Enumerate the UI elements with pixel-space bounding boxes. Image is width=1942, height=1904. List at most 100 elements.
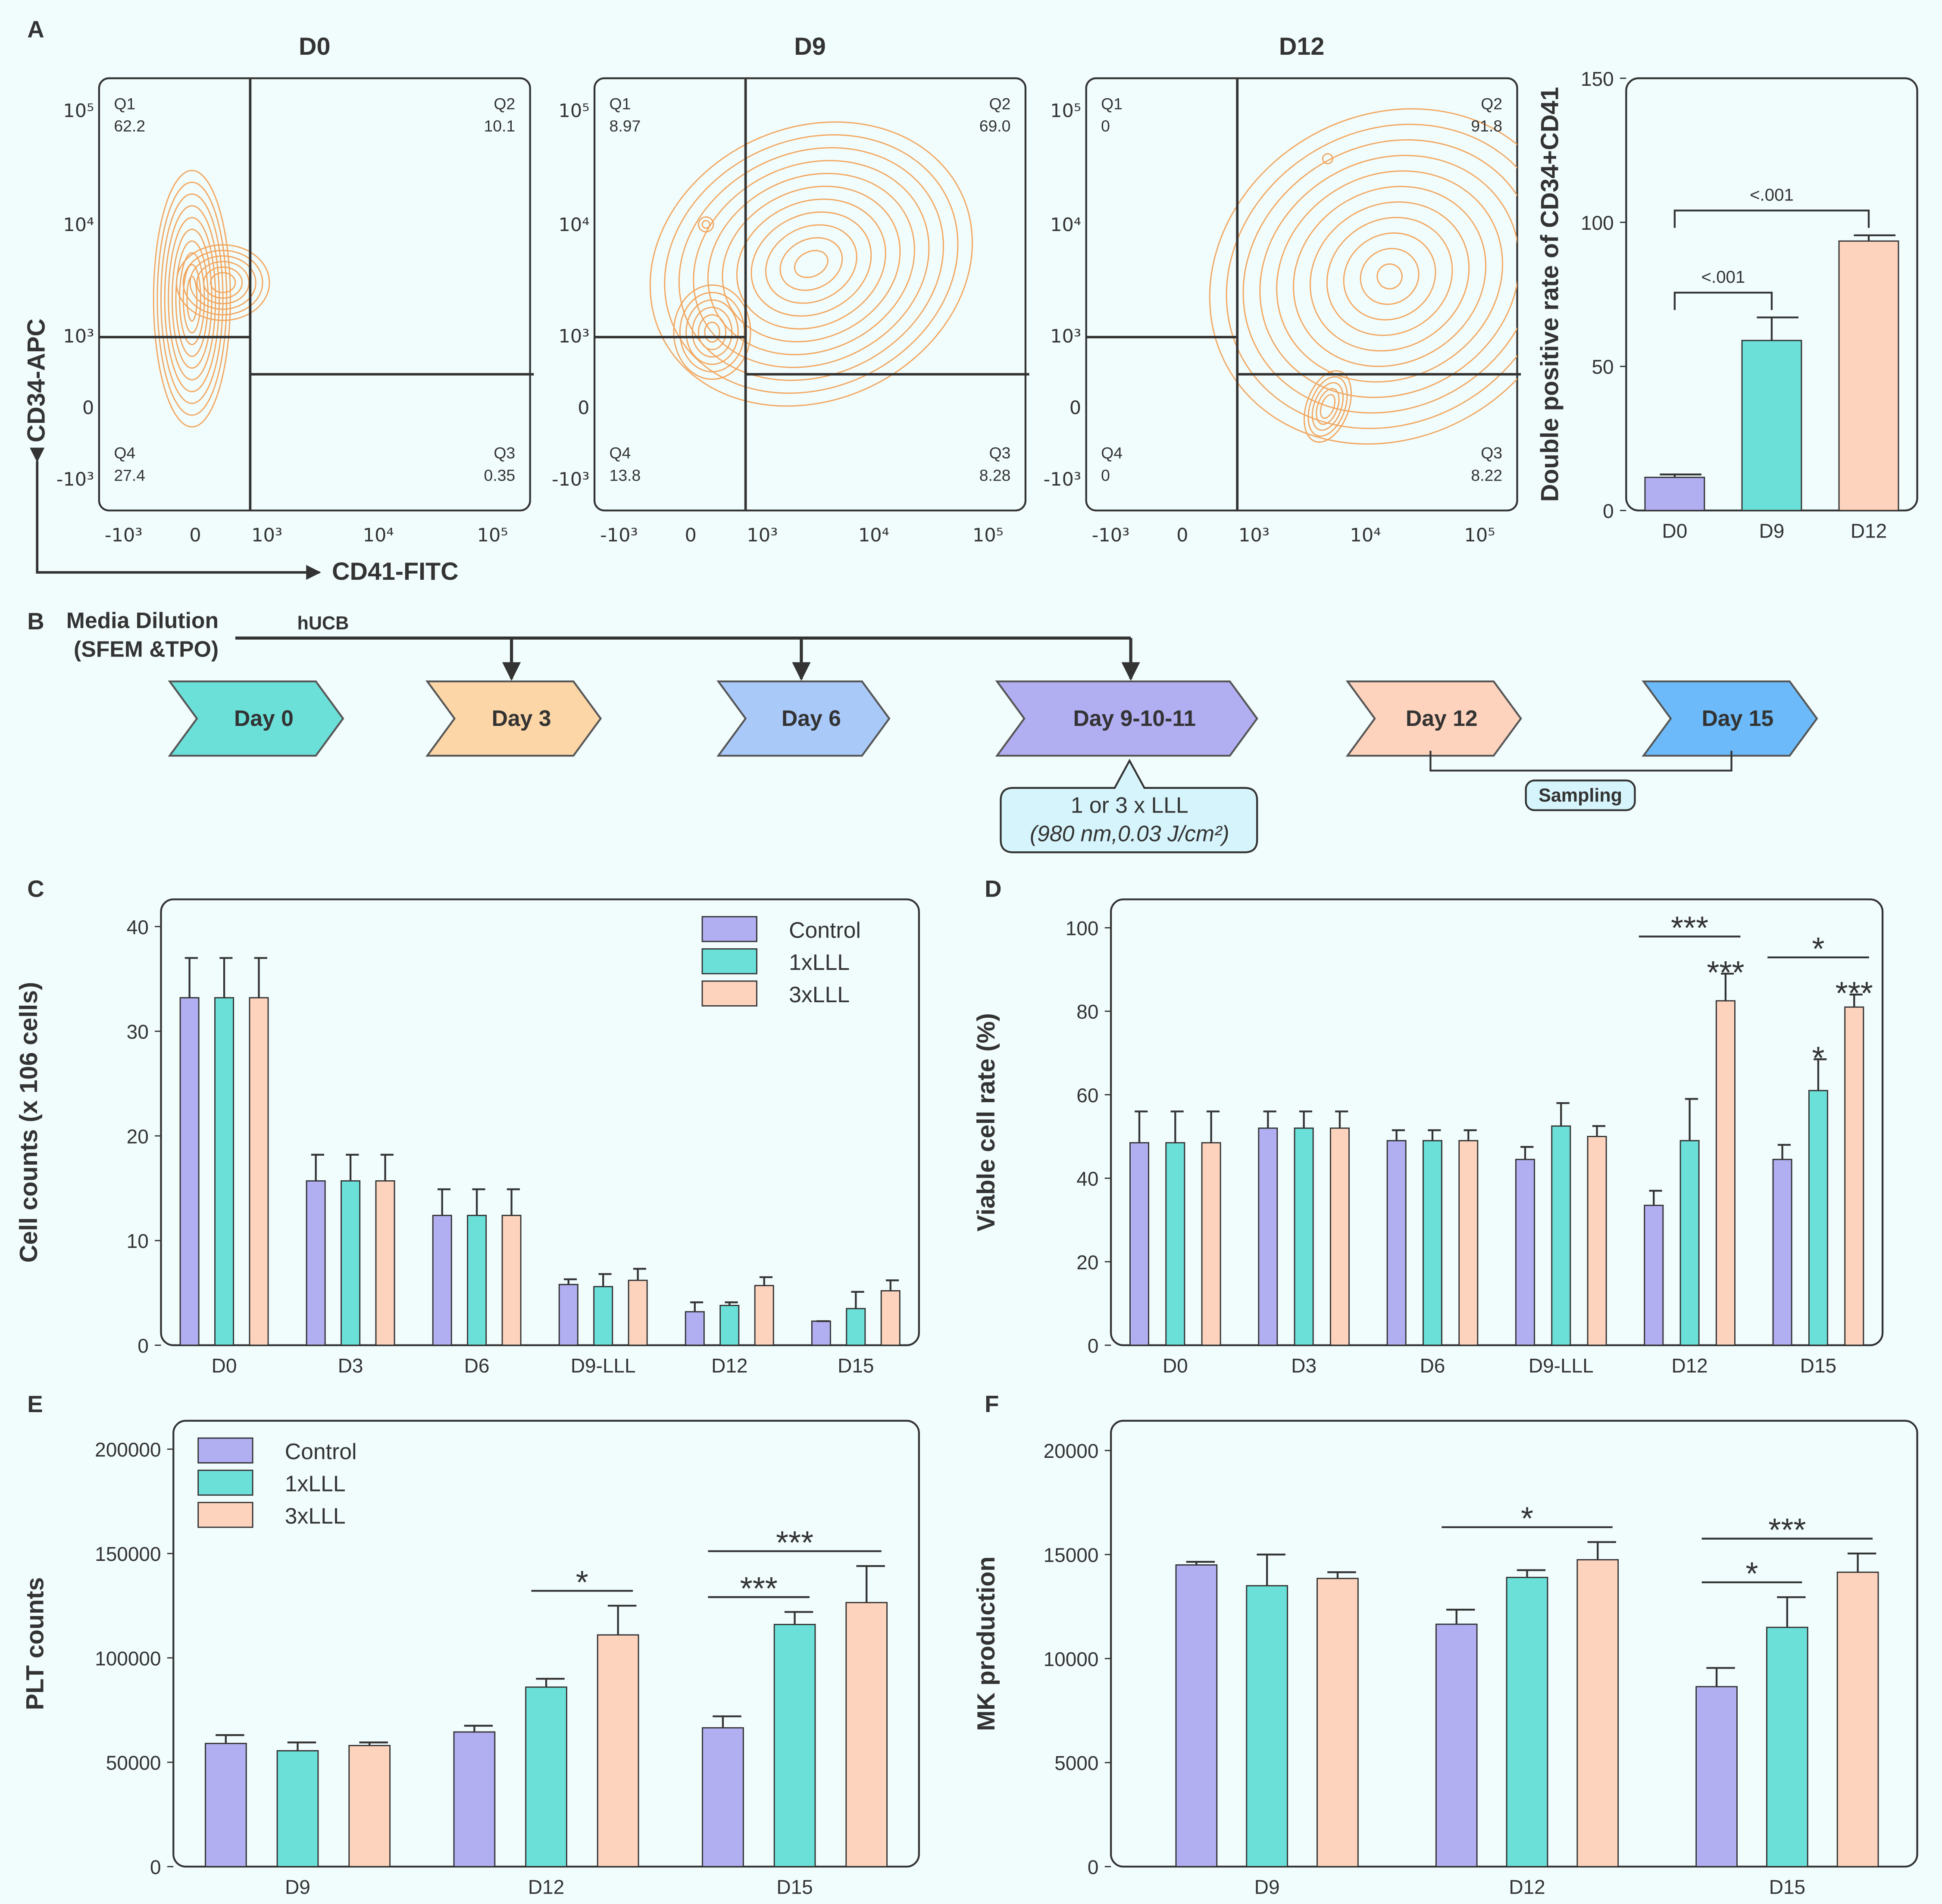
bar	[1175, 1564, 1218, 1867]
significance: ***	[776, 1524, 813, 1560]
bar	[719, 1305, 740, 1346]
bar	[453, 1731, 496, 1867]
contour-line	[1209, 108, 1517, 445]
y-tick-label: 100	[1066, 917, 1099, 939]
error-bar	[713, 1715, 741, 1728]
quadrant-name: Q2	[1481, 94, 1502, 113]
x-tick-label: 0	[1176, 525, 1188, 546]
quadrant-value: 10.1	[484, 117, 516, 135]
y-tick-label: 0	[578, 397, 589, 419]
contour-line	[693, 160, 930, 368]
x-tick-label: D9-LLL	[571, 1354, 636, 1377]
error-bar	[507, 1188, 520, 1216]
contour-line	[704, 322, 720, 343]
error-bar	[1446, 1609, 1475, 1624]
bar	[1329, 1127, 1350, 1346]
error-bar	[287, 1741, 316, 1751]
bar	[1587, 1136, 1607, 1346]
y-tick-label: 10000	[1044, 1648, 1099, 1670]
legend-label: 1xLLL	[285, 1471, 346, 1496]
sampling-box	[1525, 779, 1636, 811]
bar	[845, 1602, 888, 1867]
y-tick-label: 20000	[1044, 1440, 1099, 1462]
bar	[1836, 1571, 1879, 1867]
error-bar	[1777, 1144, 1791, 1160]
contour-line	[1242, 139, 1517, 414]
bar	[811, 1320, 831, 1346]
x-tick-label: D15	[1800, 1354, 1836, 1377]
contour-line	[736, 198, 886, 330]
step-label: Day 3	[492, 706, 551, 731]
x-tick-label: D0	[212, 1354, 237, 1377]
contours	[153, 170, 270, 428]
significance: ***	[1671, 910, 1708, 946]
significance-bracket	[1673, 209, 1870, 228]
error-bar	[1706, 1667, 1735, 1687]
error-bar	[254, 957, 267, 998]
quadrant-value: 27.4	[114, 466, 145, 484]
bar	[467, 1215, 487, 1346]
quadrant-value: 8.97	[610, 117, 641, 135]
plot-title: D12	[1279, 33, 1324, 60]
bar	[1576, 1559, 1619, 1867]
y-axis-label: PLT counts	[22, 1577, 49, 1710]
x-tick-label: D12	[1851, 519, 1887, 542]
error-bar	[311, 1154, 325, 1181]
bar	[341, 1180, 361, 1346]
step-chevron	[168, 680, 344, 757]
error-bar	[1428, 1129, 1441, 1141]
error-bar	[1206, 1110, 1220, 1143]
contours	[1209, 108, 1517, 445]
legend-swatch	[701, 948, 757, 975]
error-bar	[1257, 1554, 1285, 1586]
significance: ***	[1768, 1512, 1806, 1548]
x-tick-label: D15	[838, 1354, 874, 1377]
panel-label: B	[27, 608, 44, 635]
x-tick-label: 10³	[1238, 525, 1270, 546]
contour-line	[1307, 376, 1348, 437]
error-bar	[359, 1741, 388, 1746]
bar	[1695, 1686, 1738, 1867]
contour-line	[1376, 263, 1403, 290]
bar	[432, 1215, 452, 1346]
legend-swatch	[701, 916, 757, 942]
contour-line	[175, 244, 270, 321]
legend-swatch	[701, 980, 757, 1007]
bar	[1644, 1204, 1664, 1346]
legend-swatch	[197, 1437, 253, 1464]
y-axis-label: Double positive rate of CD34+CD41	[1536, 87, 1564, 502]
error-bar	[598, 1273, 612, 1287]
x-tick-label: D0	[1662, 519, 1688, 542]
error-bar	[1327, 1571, 1356, 1579]
contour-line	[697, 314, 727, 350]
y-tick-label: 10⁵	[1050, 100, 1081, 122]
error-bar	[437, 1188, 451, 1216]
x-tick-label: -10³	[105, 525, 143, 546]
y-tick-label: 150	[1581, 68, 1614, 90]
y-axis-label: Viable cell rate (%)	[973, 1013, 1000, 1232]
y-tick-label: 10⁴	[63, 214, 94, 236]
y-tick-label: 50	[1592, 356, 1614, 378]
bar	[214, 997, 235, 1346]
contour-line	[1343, 232, 1436, 321]
x-tick-label: 10⁵	[973, 525, 1004, 546]
x-tick-label: D12	[528, 1876, 564, 1898]
panel-label: D	[985, 876, 1001, 902]
step-label: Day 12	[1406, 706, 1478, 731]
x-tick-label: D9-LLL	[1529, 1354, 1594, 1377]
significance: <.001	[1701, 267, 1745, 287]
error-bar	[1849, 994, 1863, 1007]
error-bar	[690, 1301, 704, 1312]
treatment-label: 1 or 3 x LLL	[1071, 792, 1188, 817]
step-chevron	[995, 680, 1258, 757]
bar	[205, 1743, 247, 1867]
contour-line	[701, 220, 710, 229]
significance: ***	[1707, 954, 1744, 991]
x-tick-label: 10⁵	[1464, 525, 1495, 546]
y-tick-label: 40	[1076, 1168, 1098, 1190]
x-tick-label: 10⁴	[1350, 525, 1381, 546]
bar	[1808, 1090, 1828, 1346]
step-label: Day 0	[234, 706, 294, 731]
